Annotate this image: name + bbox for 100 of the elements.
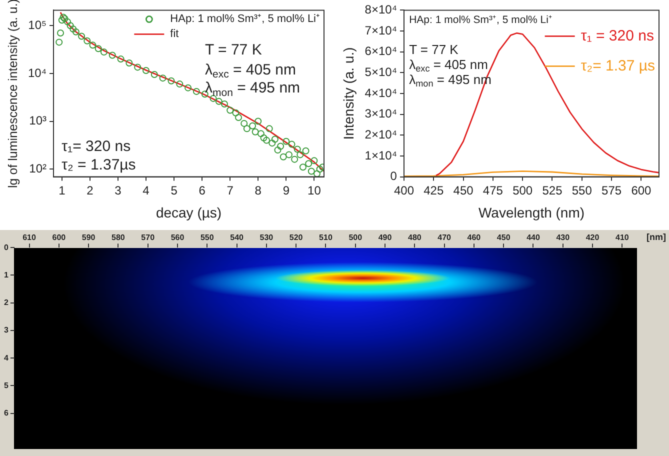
point [235, 114, 242, 121]
legend-label: HAp: 1 mol% Sm³⁺, 5 mol% Li⁺ [170, 13, 320, 26]
y-tick-label: 10⁴ [28, 66, 47, 80]
x-tick-label: 600 [52, 233, 66, 242]
x-tick-label: 490 [378, 233, 392, 242]
point [78, 32, 86, 40]
point [282, 138, 290, 145]
legend-label: fit [170, 28, 179, 40]
point [257, 130, 264, 138]
point [277, 142, 284, 150]
point [142, 67, 150, 74]
x-tick-label: 430 [556, 233, 570, 242]
x-axis-title: Wavelength (nm) [478, 204, 585, 220]
annotation: τ₂ = 1.37µs [62, 156, 136, 174]
legend-label: τ₁ = 320 ns [580, 27, 654, 44]
x-tick-label: 420 [586, 233, 600, 242]
x-axis-title: [nm] [646, 232, 666, 242]
x-tick-label: 1 [58, 183, 66, 198]
x-axis-title: decay (µs) [156, 204, 222, 220]
x-tick-label: 460 [467, 233, 482, 242]
point [150, 71, 158, 78]
y-tick-label: 2×10⁴ [364, 127, 397, 142]
x-tick-label: 4 [142, 183, 150, 198]
x-tick-label: 550 [572, 183, 592, 198]
x-tick-label: 9 [282, 183, 290, 198]
x-tick-label: 600 [631, 183, 652, 198]
point [58, 16, 66, 24]
y-tick-label: 3×10⁴ [364, 106, 397, 121]
x-tick-label: 7 [226, 183, 234, 198]
y-tick-label: 3 [4, 326, 9, 335]
y-tick-label: 4×10⁴ [364, 86, 397, 100]
x-tick-label: 440 [526, 233, 540, 242]
y-tick-label: 4 [4, 353, 9, 362]
point [56, 38, 63, 46]
x-tick-label: 425 [424, 183, 444, 198]
y-axis-title: lg of luminescence intensity (a. u.) [6, 0, 20, 188]
y-tick-label: 6 [4, 408, 9, 418]
point [176, 80, 184, 88]
x-tick-label: 500 [512, 183, 533, 198]
point [64, 18, 72, 26]
y-tick-label: 5 [4, 380, 9, 390]
x-tick-label: 550 [200, 233, 214, 242]
point [226, 106, 234, 114]
point [305, 160, 312, 168]
point [310, 157, 318, 164]
y-tick-label: 1 [4, 270, 9, 280]
y-tick-label: 5×10⁴ [364, 64, 397, 79]
y-tick-label: 0 [390, 169, 398, 184]
point [70, 25, 77, 32]
x-tick-label: 450 [496, 233, 511, 242]
x-tick-label: 540 [230, 233, 244, 242]
point [108, 52, 116, 59]
annotation: T = 77 K [204, 41, 262, 58]
point [249, 122, 256, 130]
point [291, 156, 298, 163]
point [268, 140, 276, 147]
x-tick-label: 560 [170, 233, 185, 242]
x-tick-label: 590 [82, 233, 96, 242]
point [254, 118, 262, 125]
y-axis-title: Intensity (a. u.) [340, 47, 356, 140]
annotation: T = 77 K [409, 42, 459, 57]
point [134, 64, 142, 71]
y-tick-label: 10² [29, 161, 47, 176]
point [302, 147, 310, 154]
y-tick-label: 6×10⁴ [364, 44, 397, 58]
point [296, 151, 304, 158]
point [299, 164, 306, 171]
x-tick-label: 410 [616, 233, 630, 242]
point [220, 100, 228, 108]
x-tick-label: 500 [348, 233, 363, 242]
point [100, 48, 108, 56]
x-tick-label: 480 [408, 233, 422, 242]
point [316, 166, 324, 173]
annotation: HAp: 1 mol% Sm³⁺, 5 mol% Li⁺ [409, 14, 552, 26]
point [232, 109, 240, 116]
x-tick-label: 450 [453, 183, 474, 198]
point [72, 28, 80, 36]
point [159, 74, 166, 82]
point [243, 125, 250, 132]
x-tick-label: 3 [114, 183, 122, 198]
point [66, 22, 74, 30]
y-tick-label: 10⁵ [28, 18, 47, 32]
point [285, 151, 292, 158]
x-tick-label: 510 [319, 233, 333, 242]
x-tick-label: 530 [260, 233, 274, 242]
x-tick-label: 520 [289, 233, 304, 242]
point [271, 136, 278, 143]
point [126, 60, 133, 67]
legend-label: τ₂= 1.37 µs [580, 57, 656, 74]
x-tick-label: 2 [86, 183, 94, 198]
x-tick-label: 575 [602, 183, 622, 198]
point [184, 84, 192, 92]
point [240, 120, 248, 127]
x-tick-label: 5 [170, 183, 178, 198]
y-tick-label: 7×10⁴ [364, 23, 397, 38]
point [294, 146, 301, 153]
x-tick-label: 400 [394, 183, 414, 198]
point [263, 136, 270, 144]
point [313, 170, 320, 177]
y-tick-label: 0 [4, 242, 9, 252]
